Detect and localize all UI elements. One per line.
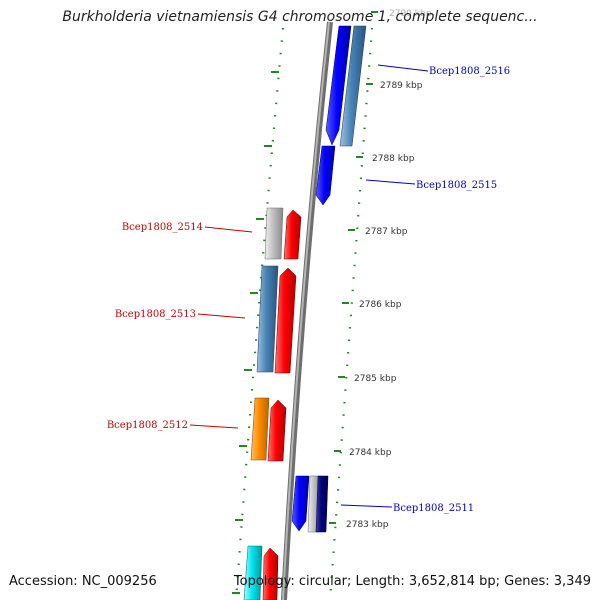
gene-label-2513[interactable]: Bcep1808_2513 <box>115 309 196 320</box>
gene-label-2516[interactable]: Bcep1808_2516 <box>429 66 510 77</box>
kbp-tick-2789: 2789 kbp <box>366 81 423 91</box>
kbp-tick-2790: 2790 kbp <box>371 9 432 19</box>
gene-arrow-2514-cds[interactable] <box>283 209 302 260</box>
gene-arrow-red-partial[interactable] <box>262 547 279 600</box>
kbp-label-2783: 2783 kbp <box>346 520 389 530</box>
kbp-label-2789: 2789 kbp <box>380 81 423 91</box>
gene-bcep1808-2516[interactable] <box>325 25 367 147</box>
gene-arrow-2513-cds[interactable] <box>274 267 297 374</box>
gene-bcep1808-2513[interactable] <box>256 265 297 374</box>
gene-arrow-2512-cds[interactable] <box>267 399 287 462</box>
map-title: Burkholderia vietnamiensis G4 chromosome… <box>62 9 538 25</box>
gene-arrow-2516-gene[interactable] <box>339 25 367 147</box>
topology-summary: Topology: circular; Length: 3,652,814 bp… <box>233 574 591 589</box>
kbp-label-2790: 2790 kbp <box>389 9 432 19</box>
kbp-label-2784: 2784 kbp <box>349 448 392 458</box>
kbp-tick-2788: 2788 kbp <box>356 154 415 164</box>
gene-arrow-2511-cds[interactable] <box>291 475 310 532</box>
gene-bcep1808-2515[interactable] <box>315 145 336 206</box>
kbp-label-2787: 2787 kbp <box>365 227 408 237</box>
gene-bcep1808-2511[interactable] <box>291 475 329 533</box>
chromosome-backbone <box>281 21 333 600</box>
gene-arrow-cyan-partial[interactable] <box>243 545 263 600</box>
callout-lines <box>189 64 429 508</box>
gene-arrow-2513-gene[interactable] <box>256 265 279 373</box>
kbp-label-2785: 2785 kbp <box>354 374 397 384</box>
accession-text: Accession: NC_009256 <box>9 574 157 589</box>
chromosome-backbone-highlight <box>282 21 330 600</box>
kbp-label-2786: 2786 kbp <box>359 300 402 310</box>
outer-ring-ticks <box>232 71 279 594</box>
kbp-tick-2785: 2785 kbp <box>338 374 397 384</box>
kbp-tick-2787: 2787 kbp <box>348 227 408 237</box>
kbp-label-2788: 2788 kbp <box>372 154 415 164</box>
gene-bcep1808-2512[interactable] <box>250 397 287 462</box>
kbp-tick-2783: 2783 kbp <box>329 520 389 530</box>
gene-label-2512[interactable]: Bcep1808_2512 <box>107 420 188 431</box>
gene-arrow-2514-gene[interactable] <box>264 207 284 260</box>
gene-arrow-2512-gene[interactable] <box>250 397 270 461</box>
gene-bcep1808-2514[interactable] <box>264 207 302 260</box>
gene-arrow-2516-cds[interactable] <box>325 25 352 146</box>
kbp-tick-2784: 2784 kbp <box>334 448 392 458</box>
gene-label-2514[interactable]: Bcep1808_2514 <box>122 222 203 233</box>
gene-label-2515[interactable]: Bcep1808_2515 <box>416 180 497 191</box>
kbp-tick-2786: 2786 kbp <box>342 300 402 310</box>
gene-arrow-2515-cds[interactable] <box>315 145 336 206</box>
kbp-scale: 2790 kbp 2789 kbp 2788 kbp 2787 kbp 2786… <box>329 9 432 530</box>
gene-partial-bottom[interactable] <box>243 545 279 600</box>
gene-label-2511[interactable]: Bcep1808_2511 <box>393 503 474 514</box>
gene-arrow-2511-extra[interactable] <box>315 475 329 533</box>
